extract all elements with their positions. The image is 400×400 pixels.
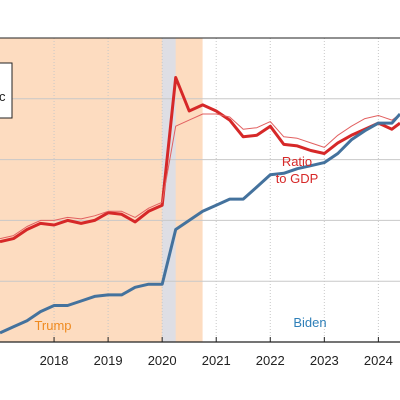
x-axis-ticks: 2018 2019 2020 2021 2022 2023 2024: [40, 337, 393, 368]
series-layer: [0, 76, 400, 335]
x-tick-label-3: 2021: [202, 353, 231, 368]
era-label-biden: Biden: [293, 315, 326, 330]
frame-layer: [0, 37, 400, 343]
legend: c: [0, 62, 13, 119]
background-layer: [0, 38, 400, 342]
legend-text-fragment: c: [0, 89, 6, 104]
series-line-2: [0, 113, 400, 335]
x-tick-label-4: 2022: [256, 353, 285, 368]
x-tick-label-1: 2019: [94, 353, 123, 368]
x-tick-label-2: 2020: [148, 353, 177, 368]
legend-box: [0, 62, 13, 119]
shaded-period-1: [202, 38, 400, 342]
era-label-trump: Trump: [34, 318, 71, 333]
label-layer: Trump Biden Ratio to GDP: [34, 154, 326, 333]
annotation-ratio: Ratio: [282, 154, 312, 169]
x-tick-label-6: 2024: [364, 353, 393, 368]
annotation-to-gdp: to GDP: [276, 171, 319, 186]
series-line-0: [0, 76, 400, 244]
x-tick-label-5: 2023: [310, 353, 339, 368]
series-line-1: [0, 113, 400, 240]
x-tick-label-0: 2018: [40, 353, 69, 368]
